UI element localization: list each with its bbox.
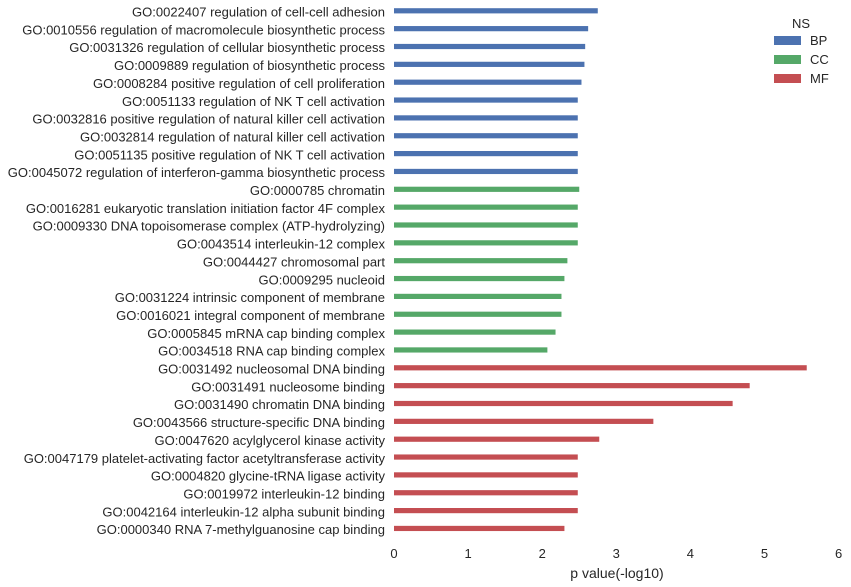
bar-cc (394, 204, 578, 210)
legend-label-bp: BP (810, 33, 827, 48)
bar-bp (394, 97, 578, 103)
legend-label-mf: MF (810, 71, 829, 86)
y-tick-label: GO:0031491 nucleosome binding (191, 379, 385, 394)
bar-mf (394, 490, 578, 496)
x-tick-label: 5 (761, 546, 768, 561)
bar-bp (394, 26, 589, 32)
bar-cc (394, 258, 568, 264)
y-tick-label: GO:0022407 regulation of cell-cell adhes… (132, 5, 385, 20)
y-tick-label: GO:0009330 DNA topoisomerase complex (AT… (33, 219, 385, 234)
bar-bp (394, 8, 598, 14)
y-tick-label: GO:0009889 regulation of biosynthetic pr… (114, 58, 386, 73)
x-tick-label: 0 (390, 546, 397, 561)
bar-bp (394, 43, 586, 50)
x-tick-labels: 0 1 2 3 4 5 6 (390, 546, 842, 561)
bars (394, 8, 807, 532)
y-tick-label: GO:0000340 RNA 7-methylguanosine cap bin… (97, 522, 385, 537)
legend-swatch-bp (774, 36, 801, 45)
bar-cc (394, 222, 578, 228)
y-tick-label: GO:0051133 regulation of NK T cell activ… (122, 94, 385, 109)
y-tick-label: GO:0019972 interleukin-12 binding (183, 486, 385, 501)
bar-bp (394, 168, 578, 175)
y-tick-label: GO:0016281 eukaryotic translation initia… (26, 201, 386, 216)
legend-title: NS (792, 16, 810, 31)
bar-mf (394, 454, 578, 460)
bar-mf (394, 418, 654, 424)
y-tick-label: GO:0016021 integral component of membran… (116, 308, 385, 323)
y-tick-label: GO:0043514 interleukin-12 complex (177, 237, 386, 252)
x-tick-label: 1 (464, 546, 471, 561)
bar-cc (394, 240, 578, 246)
y-tick-label: GO:0004820 glycine-tRNA ligase activity (151, 469, 386, 484)
bar-cc (394, 293, 562, 299)
y-tick-label: GO:0032814 regulation of natural killer … (80, 129, 385, 144)
x-tick-label: 6 (835, 546, 842, 561)
y-tick-label: GO:0044427 chromosomal part (203, 254, 385, 269)
bar-mf (394, 383, 750, 389)
y-tick-label: GO:0042164 interleukin-12 alpha subunit … (102, 504, 385, 519)
bar-bp (394, 61, 585, 67)
legend-label-cc: CC (810, 52, 829, 67)
bar-cc (394, 186, 580, 192)
x-axis-label: p value(-log10) (570, 565, 663, 581)
x-tick-label: 4 (687, 546, 694, 561)
y-tick-label: GO:0045072 regulation of interferon-gamm… (8, 165, 386, 180)
y-tick-label: GO:0000785 chromatin (250, 183, 385, 198)
y-tick-label: GO:0043566 structure-specific DNA bindin… (133, 415, 385, 430)
bar-bp (394, 115, 578, 121)
bar-mf (394, 436, 600, 442)
bar-mf (394, 508, 578, 514)
y-tick-label: GO:0010556 regulation of macromolecule b… (22, 22, 385, 37)
bar-mf (394, 365, 807, 371)
bar-cc (394, 347, 548, 353)
bar-bp (394, 151, 578, 157)
y-tick-label: GO:0009295 nucleoid (259, 272, 385, 287)
y-tick-label: GO:0005845 mRNA cap binding complex (147, 326, 385, 341)
y-tick-labels: GO:0022407 regulation of cell-cell adhes… (8, 5, 386, 538)
y-tick-label: GO:0047620 acylglycerol kinase activity (154, 433, 385, 448)
bar-cc (394, 275, 565, 282)
legend: NS BP CC MF (774, 16, 829, 86)
bar-bp (394, 79, 582, 85)
y-tick-label: GO:0031326 regulation of cellular biosyn… (69, 40, 385, 55)
x-tick-label: 3 (613, 546, 620, 561)
bar-cc (394, 329, 556, 335)
legend-swatch-cc (774, 55, 801, 64)
y-tick-label: GO:0047179 platelet-activating factor ac… (24, 451, 386, 466)
legend-entries: BP CC MF (774, 33, 829, 86)
y-tick-label: GO:0051135 positive regulation of NK T c… (74, 147, 385, 162)
x-tick-label: 2 (539, 546, 546, 561)
bar-bp (394, 133, 578, 139)
y-tick-label: GO:0031490 chromatin DNA binding (174, 397, 385, 412)
legend-swatch-mf (774, 74, 801, 83)
bar-mf (394, 472, 578, 478)
y-tick-label: GO:0034518 RNA cap binding complex (158, 344, 385, 359)
y-tick-label: GO:0031492 nucleosomal DNA binding (158, 362, 385, 377)
y-tick-label: GO:0031224 intrinsic component of membra… (115, 290, 385, 305)
bar-mf (394, 525, 565, 532)
bar-cc (394, 311, 562, 317)
y-tick-label: GO:0032816 positive regulation of natura… (32, 112, 385, 127)
bar-mf (394, 400, 733, 407)
y-tick-label: GO:0008284 positive regulation of cell p… (93, 76, 385, 91)
